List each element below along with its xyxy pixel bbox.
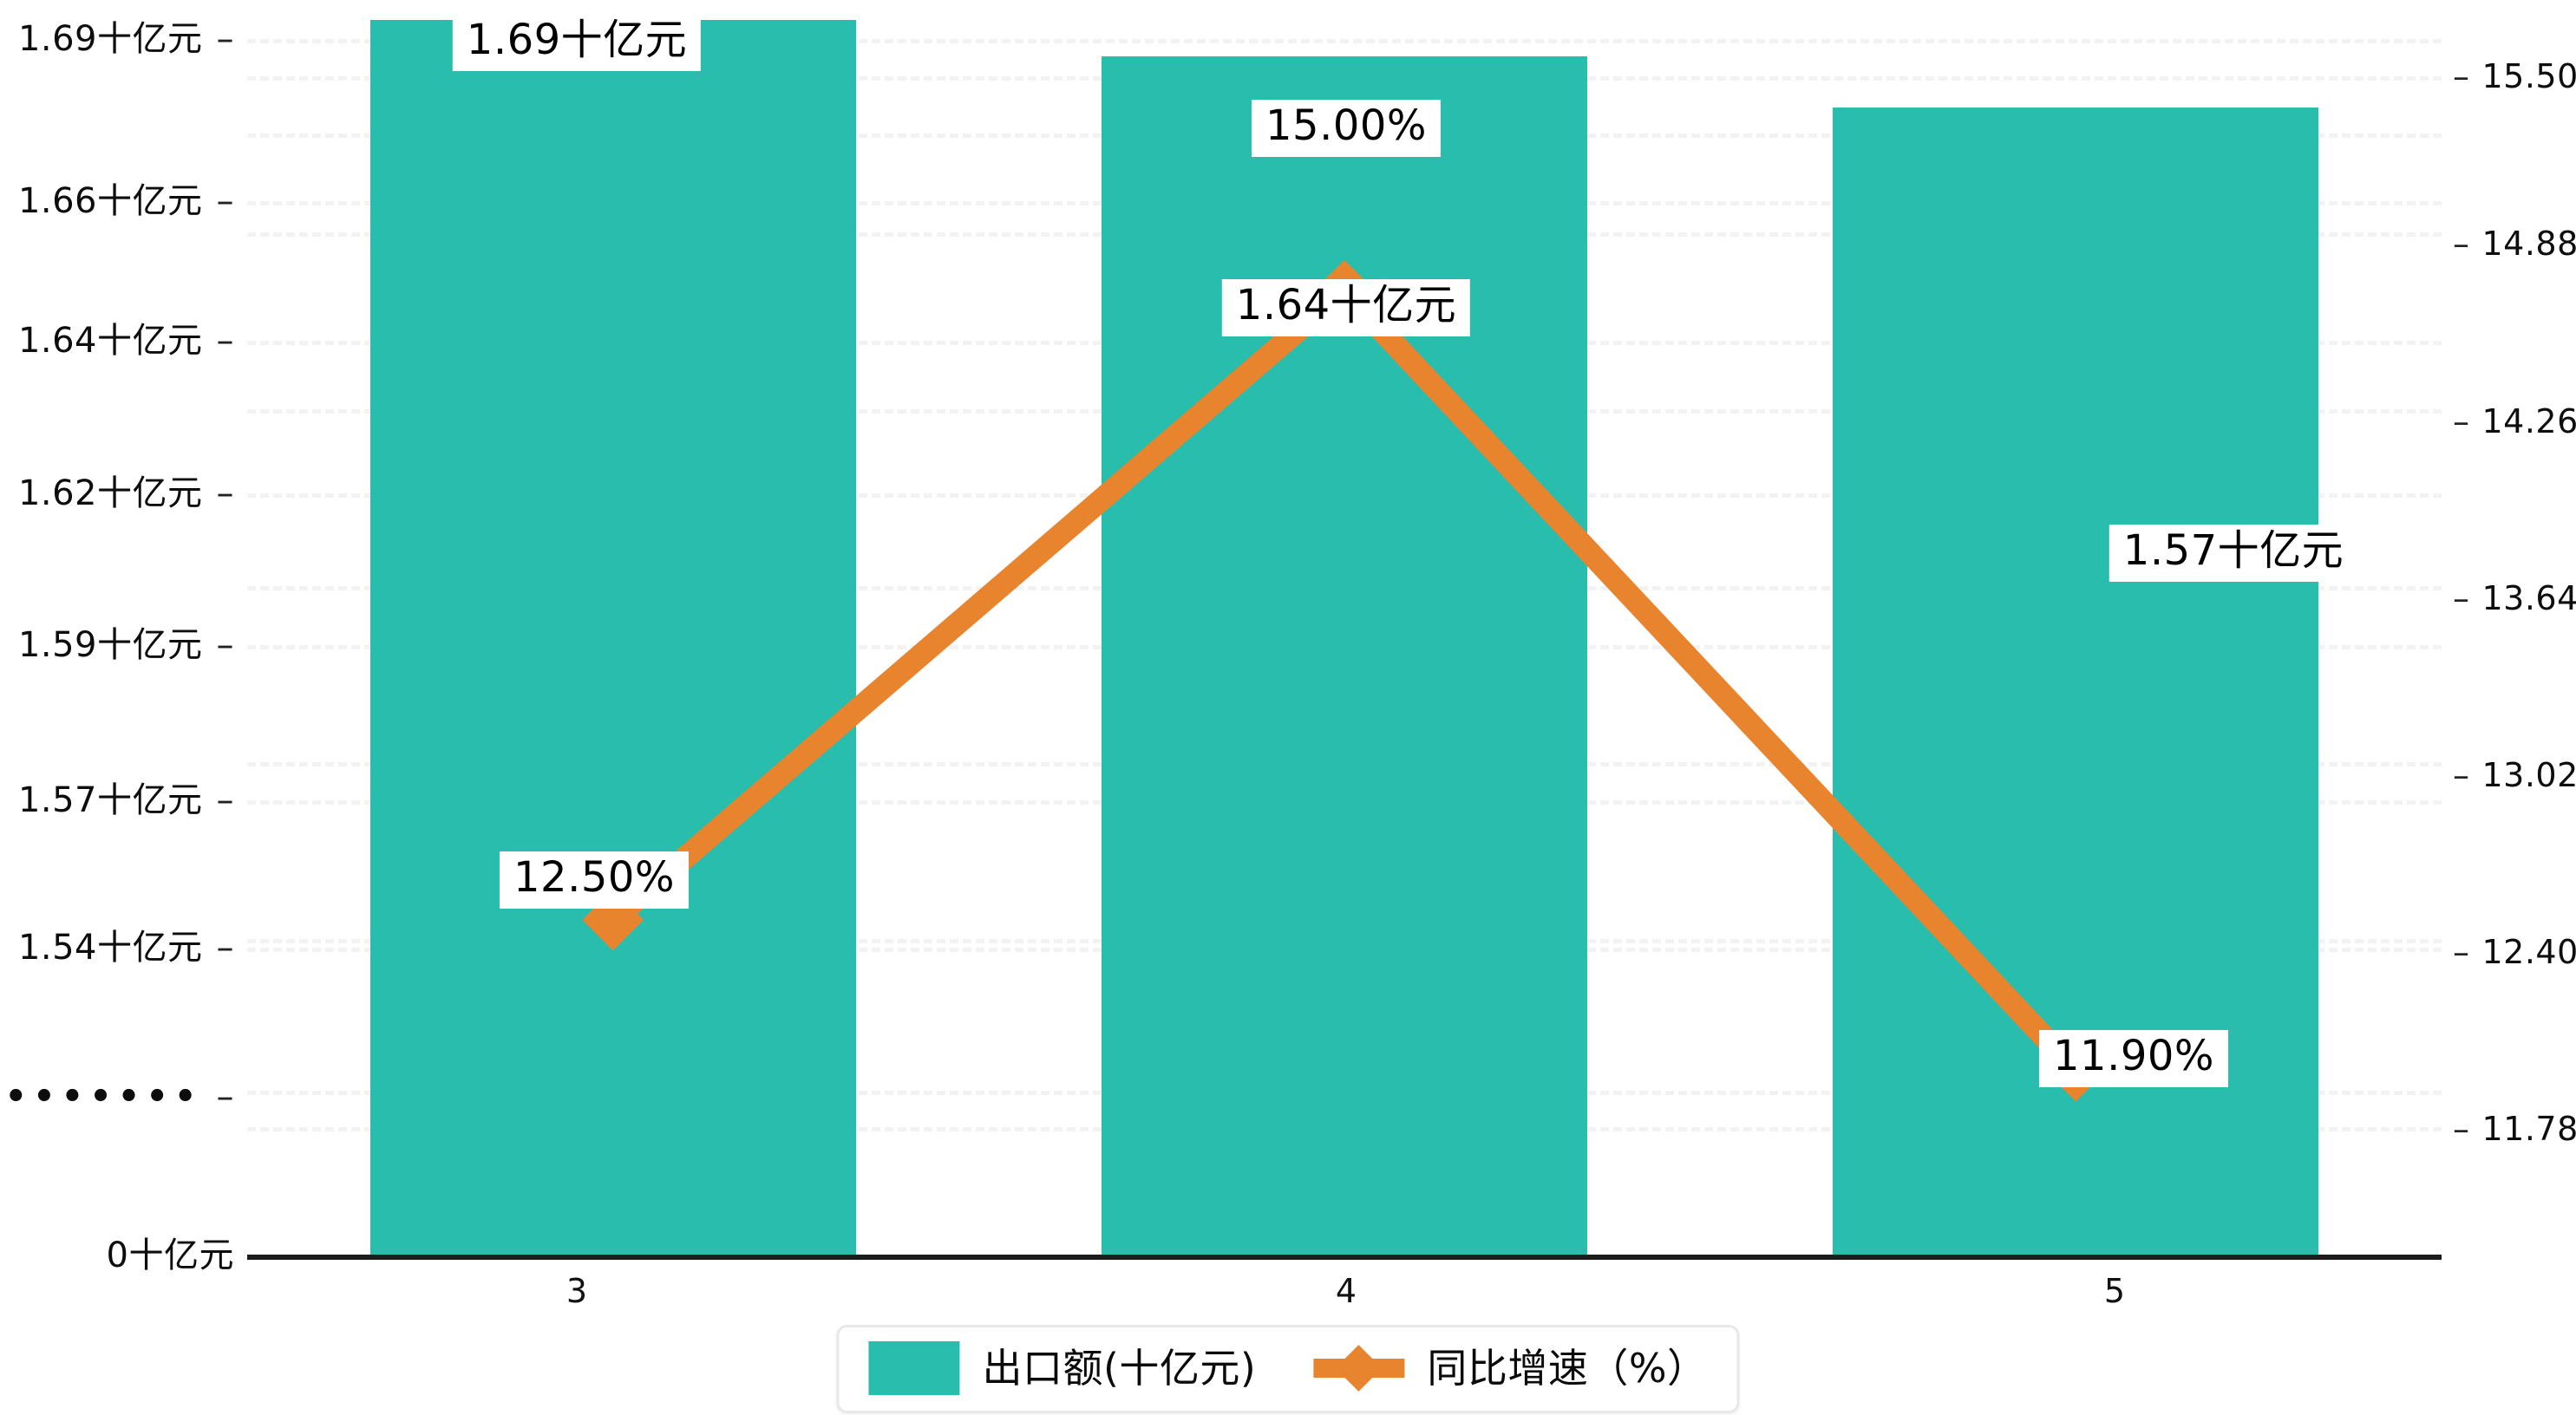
y-axis-left-tick-2: 1.64十亿元 – <box>18 323 234 358</box>
y-axis-left-tick-label-0: 1.69十亿元 <box>17 19 203 59</box>
line-data-label-2: 11.90% <box>2038 1030 2229 1087</box>
y-axis-right-tick-6: –11.78 <box>2453 1112 2576 1145</box>
y-axis-left-tick-label-1: 1.66十亿元 <box>17 181 203 221</box>
line-data-labels: 12.50% 15.00% 11.90% <box>247 9 2442 1257</box>
gridline <box>247 39 2442 43</box>
y-axis-left-tick-label-5: 1.57十亿元 <box>17 780 203 820</box>
y-axis-right-tick-label-5: 12.40 <box>2481 933 2576 971</box>
y-axis-left-tick-8: 0十亿元 <box>107 1238 234 1273</box>
y-axis-left-tick-label-4: 1.59十亿元 <box>17 625 203 665</box>
tick-dash-icon: – <box>216 321 234 361</box>
tick-dash-icon: – <box>2453 933 2470 971</box>
y-axis-left-tick-0: 1.69十亿元 – <box>18 22 234 56</box>
tick-dash-icon: – <box>2453 579 2470 617</box>
y-axis-right: –15.50 –14.88 –14.26 –13.64 –13.02 –12.4… <box>2453 0 2576 1415</box>
legend-swatch-line-diamond-icon <box>1313 1341 1405 1395</box>
tick-dash-icon: – <box>216 181 234 221</box>
legend-swatch-square-icon <box>868 1341 960 1395</box>
legend-item-line[interactable]: 同比增速（%） <box>1313 1341 1707 1395</box>
legend: 出口额(十亿元) 同比增速（%） <box>836 1325 1740 1413</box>
y-axis-right-tick-5: –12.40 <box>2453 936 2576 968</box>
x-axis-line <box>247 1255 2442 1260</box>
line-data-label-1: 15.00% <box>1251 100 1442 157</box>
y-axis-left-tick-7: •••••••••– <box>0 1079 234 1114</box>
y-axis-right-tick-label-0: 15.50 <box>2481 57 2576 95</box>
y-axis-left-tick-1: 1.66十亿元 – <box>18 184 234 218</box>
bar-data-label-2: 1.57十亿元 <box>2109 525 2358 582</box>
tick-dash-icon: – <box>216 473 234 513</box>
tick-dash-icon: – <box>216 625 234 665</box>
tick-dash-icon: – <box>2453 57 2470 95</box>
legend-label-bar: 出口额(十亿元) <box>982 1345 1257 1392</box>
y-axis-right-tick-3: –13.64 <box>2453 582 2576 615</box>
y-axis-left-tick-label-3: 1.62十亿元 <box>17 473 203 513</box>
y-axis-right-tick-label-2: 14.26 <box>2481 402 2576 440</box>
y-axis-right-tick-4: –13.02 <box>2453 759 2576 792</box>
y-axis-left-tick-5: 1.57十亿元 – <box>18 783 234 818</box>
y-axis-right-tick-label-1: 14.88 <box>2481 225 2576 263</box>
x-axis-tick-0: 3 <box>566 1272 588 1310</box>
y-axis-left-tick-6: 1.54十亿元 – <box>18 930 234 965</box>
bar-data-label-0: 1.69十亿元 <box>452 14 702 71</box>
y-axis-left-tick-label-7: ••••••••• <box>0 1077 203 1117</box>
x-axis-tick-2: 5 <box>2103 1272 2126 1310</box>
y-axis-left-tick-label-2: 1.64十亿元 <box>17 321 203 361</box>
x-axis-tick-1: 4 <box>1335 1272 1357 1310</box>
y-axis-right-tick-label-6: 11.78 <box>2481 1110 2576 1148</box>
y-axis-right-tick-label-4: 13.02 <box>2481 756 2576 794</box>
y-axis-left-tick-4: 1.59十亿元 – <box>18 628 234 662</box>
y-axis-left-tick-3: 1.62十亿元 – <box>18 476 234 511</box>
legend-item-bar[interactable]: 出口额(十亿元) <box>868 1341 1256 1395</box>
y-axis-right-tick-1: –14.88 <box>2453 227 2576 260</box>
tick-dash-icon: – <box>216 780 234 820</box>
tick-dash-icon: – <box>2453 402 2470 440</box>
y-axis-right-tick-0: –15.50 <box>2453 60 2576 93</box>
tick-dash-icon: – <box>216 928 234 968</box>
line-data-label-0: 12.50% <box>499 851 690 909</box>
plot-area: 1.69十亿元 1.64十亿元 1.57十亿元 12.50% 15.00% 11… <box>247 9 2442 1257</box>
tick-dash-icon: – <box>2453 225 2470 263</box>
tick-dash-icon: – <box>216 19 234 59</box>
y-axis-right-tick-2: –14.26 <box>2453 405 2576 438</box>
legend-label-line: 同比增速（%） <box>1427 1345 1708 1392</box>
y-axis-left-tick-label-8: 0十亿元 <box>106 1236 234 1275</box>
y-axis-right-tick-label-3: 13.64 <box>2481 579 2576 617</box>
y-axis-left: 1.69十亿元 – 1.66十亿元 – 1.64十亿元 – 1.62十亿元 – 1.59… <box>0 0 234 1415</box>
tick-dash-icon: – <box>216 1077 234 1117</box>
tick-dash-icon: – <box>2453 756 2470 794</box>
y-axis-left-tick-label-6: 1.54十亿元 <box>17 928 203 968</box>
tick-dash-icon: – <box>2453 1110 2470 1148</box>
